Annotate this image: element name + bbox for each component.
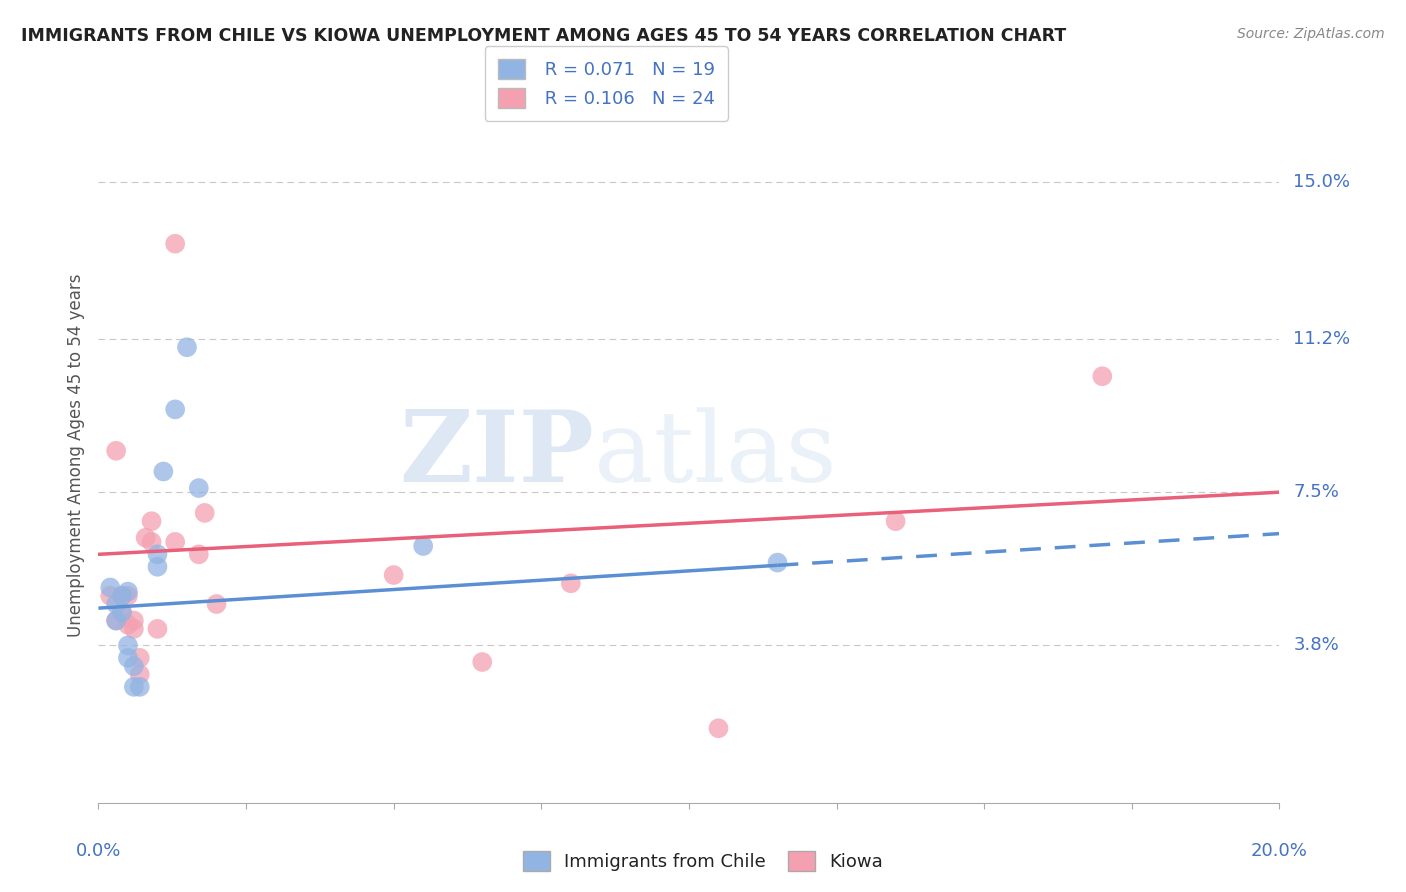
Point (135, 531, 157, 545)
Text: 11.2%: 11.2% (1294, 330, 1351, 348)
Point (165, 402, 187, 417)
Point (105, 614, 128, 628)
Point (205, 597, 228, 611)
Point (128, 680, 150, 694)
Point (146, 547, 169, 561)
Point (412, 539, 434, 553)
Point (105, 443, 128, 458)
Point (117, 639, 139, 653)
Text: 7.5%: 7.5% (1294, 483, 1340, 501)
Legend: Immigrants from Chile, Kiowa: Immigrants from Chile, Kiowa (516, 844, 890, 879)
Point (128, 667, 150, 681)
Point (707, 721, 730, 735)
Point (471, 655, 494, 669)
Point (105, 597, 128, 611)
Point (117, 584, 139, 599)
Text: 20.0%: 20.0% (1251, 842, 1308, 860)
Text: IMMIGRANTS FROM CHILE VS KIOWA UNEMPLOYMENT AMONG AGES 45 TO 54 YEARS CORRELATIO: IMMIGRANTS FROM CHILE VS KIOWA UNEMPLOYM… (21, 27, 1066, 45)
Text: ZIP: ZIP (399, 407, 595, 503)
Text: 3.8%: 3.8% (1294, 636, 1339, 655)
Point (884, 514, 907, 528)
Point (111, 589, 134, 603)
Point (560, 576, 582, 591)
Point (111, 605, 134, 619)
Point (122, 680, 145, 694)
Point (1091, 369, 1114, 384)
Point (122, 614, 145, 628)
Point (98, 589, 121, 603)
Point (766, 556, 789, 570)
Point (187, 481, 209, 495)
Point (105, 614, 128, 628)
Point (187, 547, 209, 561)
Y-axis label: Unemployment Among Ages 45 to 54 years: Unemployment Among Ages 45 to 54 years (66, 273, 84, 637)
Point (141, 534, 163, 549)
Point (122, 659, 145, 673)
Text: 15.0%: 15.0% (1294, 172, 1350, 191)
Text: 0.0%: 0.0% (76, 842, 121, 860)
Point (165, 534, 187, 549)
Legend:  R = 0.071   N = 19,  R = 0.106   N = 24: R = 0.071 N = 19, R = 0.106 N = 24 (485, 46, 728, 120)
Point (117, 651, 139, 665)
Point (152, 465, 174, 479)
Point (165, 236, 187, 251)
Point (176, 340, 198, 354)
Point (146, 622, 169, 636)
Point (122, 622, 145, 636)
Point (117, 617, 139, 632)
Point (128, 651, 150, 665)
Point (98, 581, 121, 595)
Point (141, 514, 163, 528)
Point (382, 568, 405, 582)
Point (194, 506, 217, 520)
Point (146, 559, 169, 574)
Point (117, 589, 139, 603)
Point (111, 605, 134, 619)
Point (111, 589, 134, 603)
Text: Source: ZipAtlas.com: Source: ZipAtlas.com (1237, 27, 1385, 41)
Text: atlas: atlas (595, 407, 837, 503)
